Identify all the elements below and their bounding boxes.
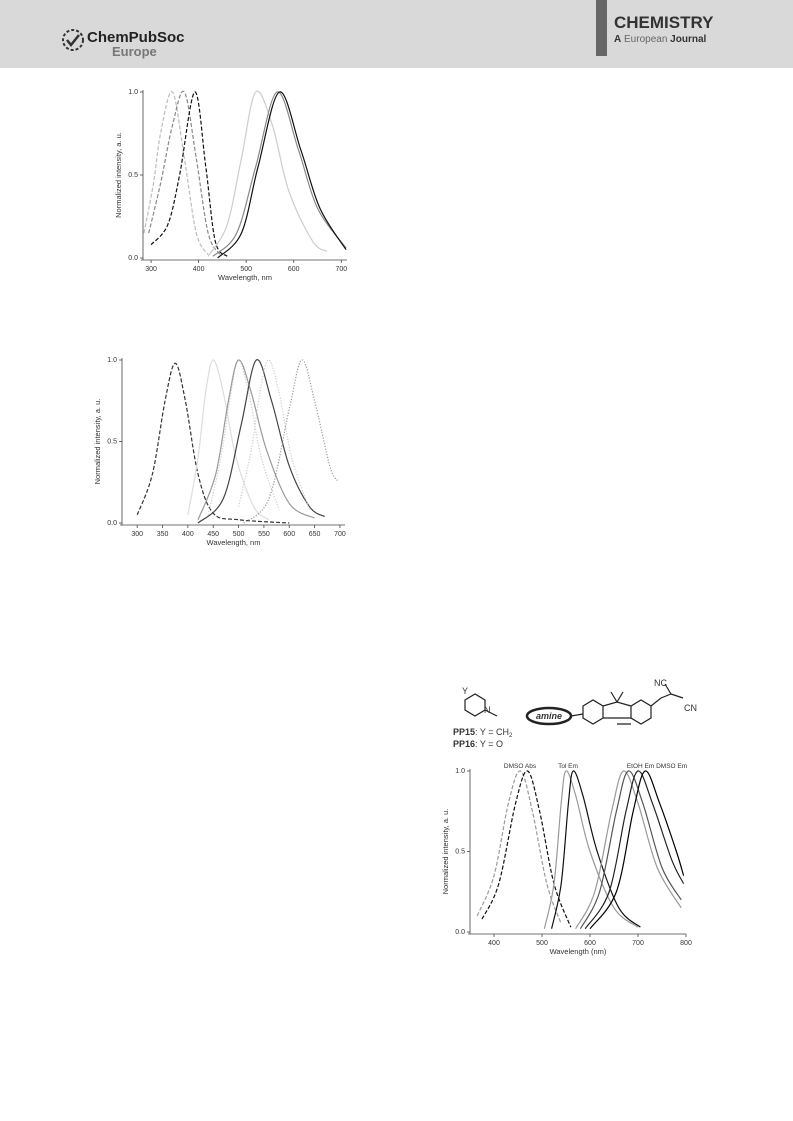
x-tick-label: 700 (334, 531, 346, 538)
x-tick-label: 600 (283, 531, 295, 538)
pp15: PP15: Y = CH2 (453, 727, 513, 739)
y-atom: Y (462, 686, 468, 696)
x-tick-label: 300 (145, 266, 157, 273)
y-axis-label: Normalized intensity, a. u. (114, 132, 123, 218)
pp15-def: : Y = CH (475, 727, 509, 737)
n-atom: N (484, 705, 491, 715)
curve (148, 90, 221, 256)
bond (484, 709, 498, 717)
curve (243, 359, 338, 524)
fluorene (582, 699, 652, 725)
y-tick-label: 0.0 (128, 255, 138, 262)
curve (143, 91, 209, 256)
y-tick-label: 0.0 (455, 929, 465, 936)
journal-sub: A European Journal (614, 34, 707, 45)
y-tick-label: 0.5 (128, 172, 138, 179)
x-tick-label: 300 (131, 531, 143, 538)
x-tick-label: 600 (584, 940, 596, 947)
y-tick-label: 1.0 (455, 768, 465, 775)
brand: ChemPubSoc (87, 29, 185, 46)
x-tick-label: 500 (240, 266, 252, 273)
nc: NC (654, 678, 667, 688)
x-tick-label: 700 (335, 266, 347, 273)
cn: CN (684, 703, 697, 713)
curve (197, 359, 326, 524)
logo-check (66, 34, 80, 48)
pp16: PP16: Y = O (453, 739, 503, 749)
brand-sub: Europe (112, 44, 157, 59)
y-tick-label: 1.0 (128, 89, 138, 96)
vinyl (650, 683, 684, 707)
scheme (464, 683, 684, 726)
curve (207, 90, 328, 257)
header-band (0, 0, 793, 68)
x-tick-label: 700 (632, 940, 644, 947)
x-tick-label: 550 (258, 531, 270, 538)
bond (570, 713, 584, 717)
journal-a: A (614, 34, 621, 45)
logo-icon (62, 29, 84, 51)
journal-c: Journal (670, 34, 706, 45)
curve (207, 359, 280, 515)
curve (551, 770, 641, 929)
y-axis-label: Normalized intensity, a. u. (441, 809, 450, 895)
x-tick-label: 350 (157, 531, 169, 538)
journal-bar (596, 0, 607, 56)
x-tick-label: 650 (309, 531, 321, 538)
x-tick-label: 800 (680, 940, 692, 947)
x-tick-label: 500 (233, 531, 245, 538)
x-axis-label: Wavelength, nm (218, 273, 272, 282)
curve (579, 770, 682, 930)
curve (197, 359, 315, 520)
curve (150, 91, 228, 257)
curve (589, 770, 685, 930)
x-tick-label: 500 (536, 940, 548, 947)
pp15-sub: 2 (509, 733, 513, 739)
x-axis-label: Wavelength (nm) (550, 947, 607, 956)
annotation: DMSO Abs (504, 763, 537, 770)
x-tick-label: 400 (182, 531, 194, 538)
x-tick-label: 400 (193, 266, 205, 273)
annotation: EtOH Em DMSO Em (627, 763, 687, 770)
journal: CHEMISTRY (614, 13, 714, 32)
curve (212, 91, 347, 257)
y-axis-label: Normalized intensity, a. u. (93, 399, 102, 485)
curve (584, 770, 685, 930)
x-axis-label: Wavelength, nm (207, 538, 261, 547)
amine: amine (536, 711, 562, 721)
ring (464, 693, 486, 717)
y-tick-label: 0.5 (107, 438, 117, 445)
curve (575, 770, 682, 930)
x-tick-label: 400 (488, 940, 500, 947)
x-tick-label: 600 (288, 266, 300, 273)
x-tick-label: 450 (207, 531, 219, 538)
y-tick-label: 0.0 (107, 520, 117, 527)
curve (217, 91, 347, 259)
annotation: Tol Em (558, 763, 578, 770)
pp15-name: PP15 (453, 727, 475, 737)
pp16-def: : Y = O (475, 739, 503, 749)
y-tick-label: 1.0 (107, 357, 117, 364)
curve (136, 362, 290, 524)
curve (543, 770, 639, 929)
y-tick-label: 0.5 (455, 848, 465, 855)
scheme-labels: Y N PP15: Y = CH2 PP16: Y = O amine NC C… (453, 678, 697, 749)
curve (476, 770, 562, 925)
journal-b: European (624, 34, 667, 45)
methyls (610, 691, 624, 703)
pp16-name: PP16 (453, 739, 475, 749)
curve (187, 359, 270, 521)
